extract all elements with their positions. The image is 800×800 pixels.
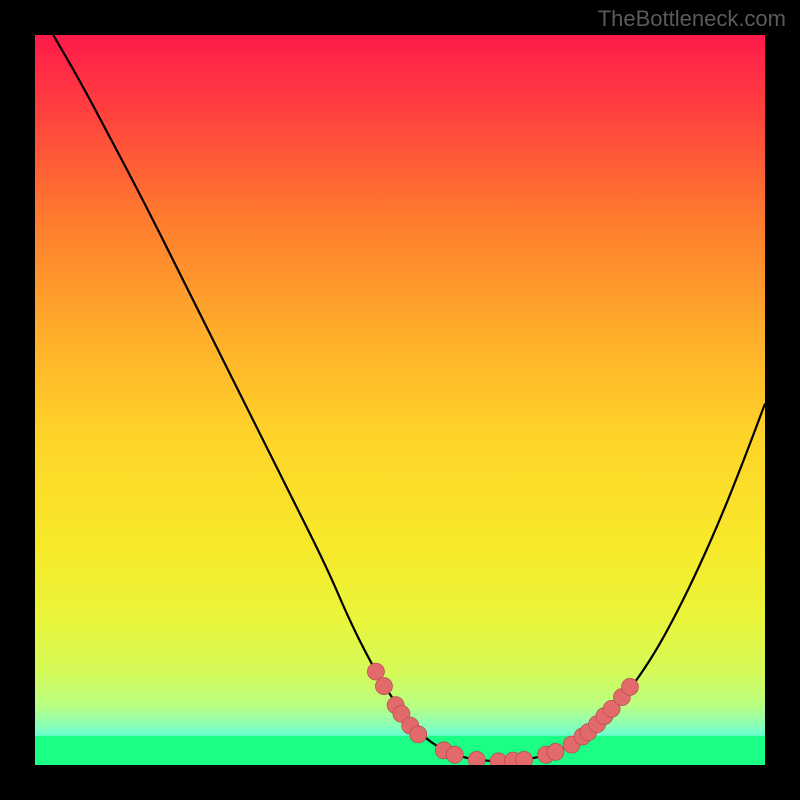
- curve-marker: [621, 678, 638, 695]
- curve-marker: [516, 751, 533, 765]
- curve-marker: [446, 746, 463, 763]
- curve-marker: [367, 663, 384, 680]
- chart-svg: [35, 35, 765, 765]
- watermark-text: TheBottleneck.com: [598, 6, 786, 32]
- chart-gradient-background: [35, 35, 765, 765]
- curve-marker: [468, 751, 485, 765]
- curve-marker: [547, 743, 564, 760]
- chart-green-band: [35, 736, 765, 765]
- curve-marker: [375, 678, 392, 695]
- curve-marker: [410, 726, 427, 743]
- chart-plot-area: [35, 35, 765, 765]
